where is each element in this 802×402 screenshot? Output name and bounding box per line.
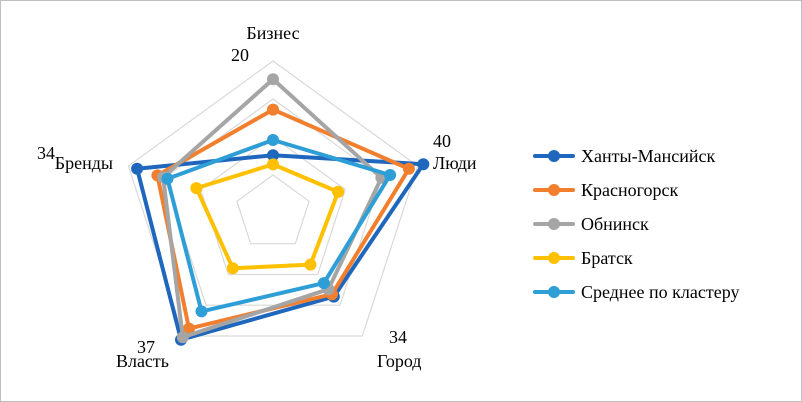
legend-swatch [533, 184, 575, 196]
radar-grid [127, 60, 419, 337]
axis-label: Город [377, 351, 421, 371]
series-2 [151, 103, 415, 335]
data-point [267, 73, 279, 86]
axis-label: Бизнес [246, 23, 299, 43]
data-point [183, 322, 195, 335]
series-layer [131, 73, 430, 346]
axis-max-label: 40 [433, 131, 451, 151]
series-5 [161, 134, 397, 318]
grid-ring [236, 174, 310, 245]
series-line [194, 162, 341, 271]
data-point [317, 277, 330, 290]
series-line [165, 138, 393, 314]
series-3 [157, 73, 388, 344]
axis-max-label: 20 [231, 45, 249, 65]
legend: Ханты-Мансийск Красногорск Обнинск Братс… [533, 139, 793, 309]
data-point [226, 262, 239, 275]
legend-label: Красногорск [581, 179, 679, 200]
data-point [161, 172, 174, 185]
legend-item-cluster-average: Среднее по кластеру [533, 275, 793, 309]
legend-item-bratsk: Братск [533, 241, 793, 275]
series-line [161, 77, 384, 340]
legend-swatch [533, 218, 575, 230]
axis-label: Власть [116, 351, 169, 371]
data-point [195, 305, 208, 318]
data-point [131, 162, 144, 175]
data-point [267, 134, 279, 146]
data-point [384, 169, 397, 181]
data-point [332, 185, 345, 198]
legend-label: Ханты-Мансийск [581, 145, 716, 166]
grid-ring [199, 136, 347, 276]
axis-label: Бренды [55, 153, 113, 173]
legend-item-obninsk: Обнинск [533, 207, 793, 241]
legend-label: Братск [581, 247, 633, 268]
grid-ring [127, 60, 419, 337]
data-point [417, 158, 430, 171]
legend-item-khanty-mansiysk: Ханты-Мансийск [533, 139, 793, 173]
legend-swatch [533, 252, 575, 264]
axis-max-label: 34 [389, 327, 407, 347]
legend-swatch [533, 150, 575, 162]
data-point [304, 258, 317, 271]
axis-max-label: 37 [137, 337, 155, 357]
legend-label: Обнинск [581, 213, 649, 234]
axis-label: Люди [433, 153, 477, 173]
data-point [267, 158, 279, 171]
data-point [267, 103, 279, 116]
series-4 [190, 158, 345, 275]
legend-swatch [533, 286, 575, 298]
data-point [176, 331, 189, 344]
axis-max-label: 34 [37, 143, 55, 163]
data-point [402, 162, 415, 175]
data-point [267, 149, 279, 162]
legend-label: Среднее по кластеру [581, 281, 740, 302]
data-point [190, 182, 203, 195]
legend-item-krasnogorsk: Красногорск [533, 173, 793, 207]
